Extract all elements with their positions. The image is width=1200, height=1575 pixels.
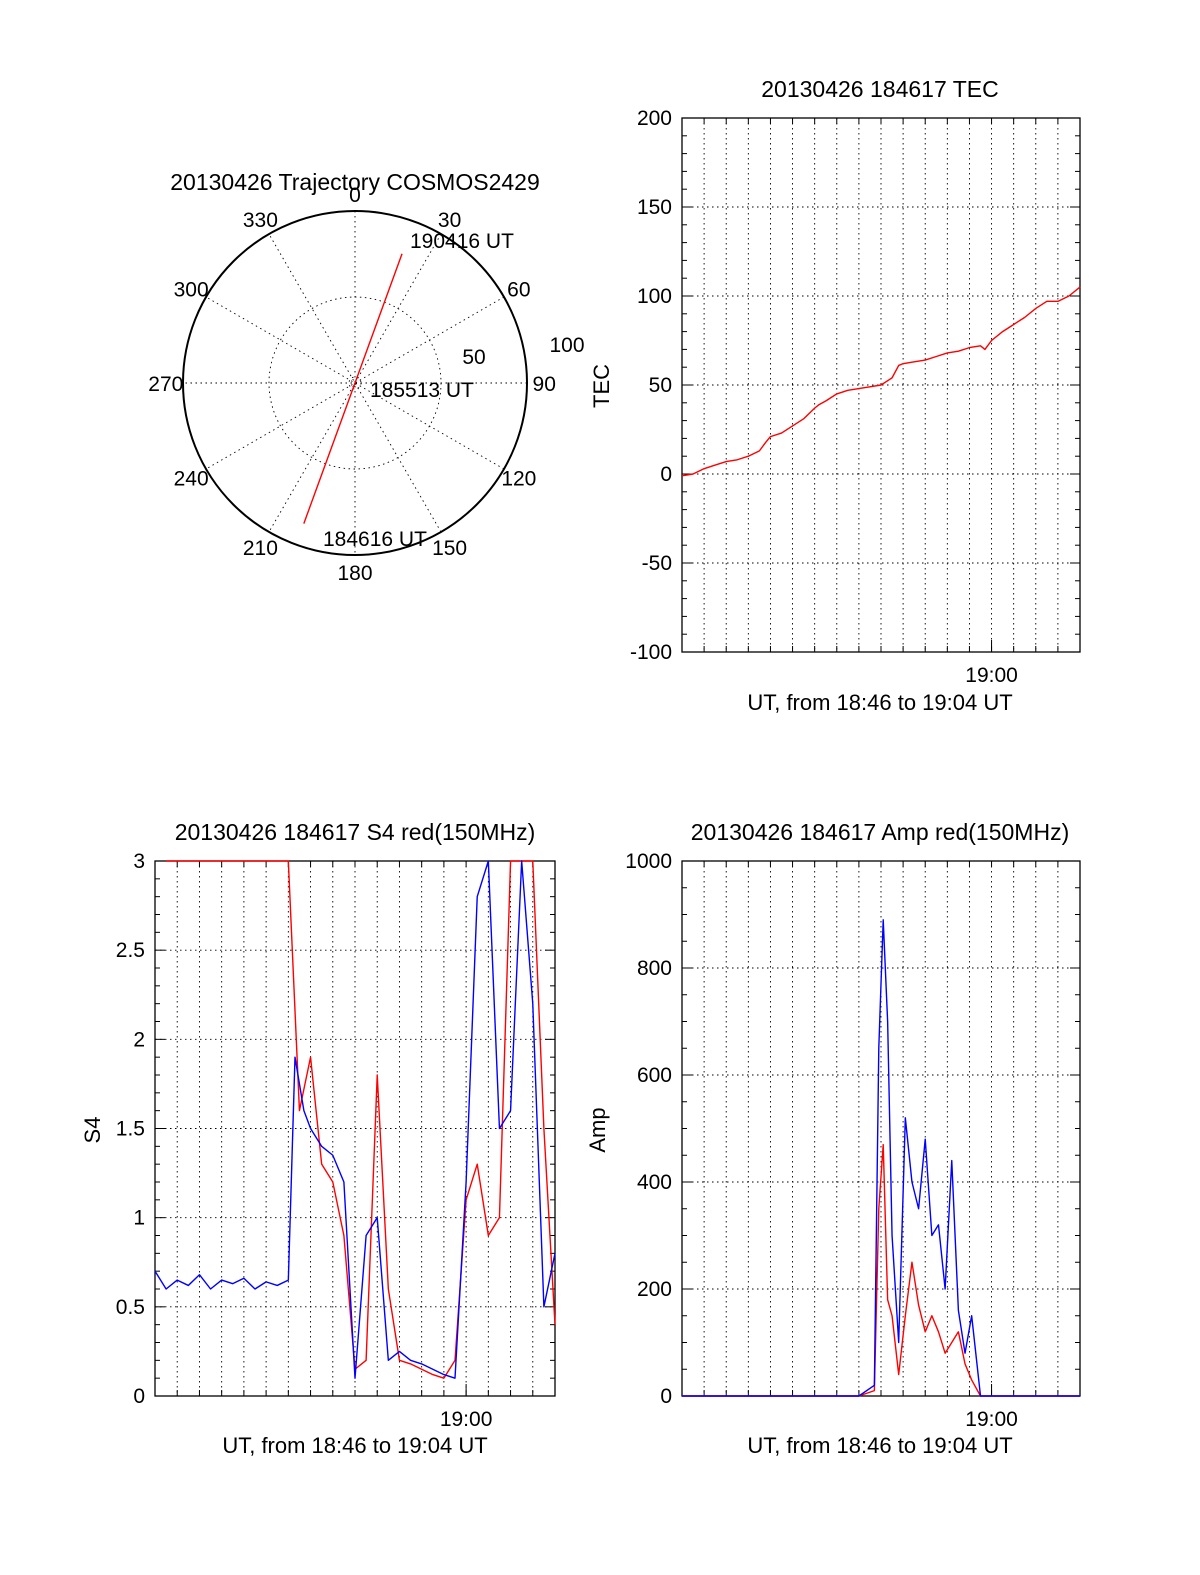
tec-title: 20130426 184617 TEC	[761, 76, 998, 102]
s4-chart: 20130426 184617 S4 red(150MHz) UT, from …	[80, 819, 556, 1458]
y-tick-label: 1000	[625, 850, 672, 873]
plot-frame	[681, 860, 1081, 1397]
azimuth-label: 150	[432, 537, 467, 560]
y-tick-label: 1	[133, 1207, 145, 1230]
polar-series	[303, 253, 403, 524]
amp-ylabel: Amp	[585, 1107, 610, 1152]
azimuth-label: 60	[507, 278, 530, 301]
x-tick-label: 19:00	[440, 1408, 493, 1431]
trajectory-line	[303, 253, 403, 524]
series-line-red	[682, 1143, 1080, 1397]
y-tick-label: 0.5	[116, 1296, 145, 1319]
amp-axes: 0 200 400 600 800 1000 19:00	[625, 850, 1081, 1431]
amp-xlabel: UT, from 18:46 to 19:04 UT	[747, 1433, 1012, 1458]
x-tick-label: 19:00	[965, 664, 1018, 687]
tec-chart: 20130426 184617 TEC UT, from 18:46 to 19…	[589, 76, 1081, 715]
plot-frame	[154, 860, 556, 1397]
azimuth-label: 330	[243, 209, 278, 232]
polar-outer-circle	[182, 210, 528, 556]
polar-annotations: 190416 UT 185513 UT 184616 UT	[323, 230, 514, 551]
amp-series	[682, 919, 1080, 1397]
series-line-red	[166, 860, 556, 1379]
amp-title: 20130426 184617 Amp red(150MHz)	[691, 819, 1069, 845]
azimuth-label: 180	[337, 562, 372, 585]
y-tick-label: 0	[133, 1385, 145, 1408]
radius-label: 50	[462, 346, 485, 369]
trajectory-annotation: 185513 UT	[370, 379, 474, 402]
trajectory-annotation: 184616 UT	[323, 528, 427, 551]
azimuth-label: 0	[349, 184, 361, 207]
s4-axes: 0 0.5 1 1.5 2 2.5 3 19:00	[116, 850, 556, 1431]
y-tick-label: 2	[133, 1028, 145, 1051]
y-tick-label: 0	[660, 463, 672, 486]
y-tick-label: 2.5	[116, 939, 145, 962]
tec-series	[681, 286, 1081, 477]
y-tick-label: -100	[630, 641, 672, 664]
trajectory-title: 20130426 Trajectory COSMOS2429	[170, 169, 539, 195]
azimuth-label: 300	[174, 278, 209, 301]
y-tick-label: -50	[642, 552, 672, 575]
y-tick-label: 0	[660, 1385, 672, 1408]
azimuth-label: 30	[438, 209, 461, 232]
s4-xlabel: UT, from 18:46 to 19:04 UT	[222, 1433, 487, 1458]
y-tick-label: 1.5	[116, 1118, 145, 1141]
azimuth-label: 120	[501, 468, 536, 491]
series-line-blue	[154, 860, 556, 1379]
azimuth-label: 90	[533, 373, 556, 396]
y-tick-label: 3	[133, 850, 145, 873]
y-tick-label: 100	[637, 285, 672, 308]
series-line-blue	[682, 919, 1080, 1397]
azimuth-label: 240	[174, 468, 209, 491]
series-line-red	[681, 286, 1081, 477]
s4-ylabel: S4	[80, 1117, 105, 1144]
amp-chart: 20130426 184617 Amp red(150MHz) UT, from…	[585, 819, 1081, 1458]
y-tick-label: 200	[637, 1278, 672, 1301]
y-tick-label: 400	[637, 1171, 672, 1194]
azimuth-label: 210	[243, 537, 278, 560]
radius-label: 100	[549, 334, 584, 357]
trajectory-annotation: 190416 UT	[410, 230, 514, 253]
y-tick-label: 50	[649, 374, 672, 397]
tec-axes: -100 -50 0 50 100 150 200 19:00	[630, 107, 1081, 687]
tec-xlabel: UT, from 18:46 to 19:04 UT	[747, 690, 1012, 715]
y-tick-label: 800	[637, 957, 672, 980]
tec-ylabel: TEC	[589, 364, 614, 408]
y-tick-label: 150	[637, 196, 672, 219]
azimuth-label: 270	[148, 373, 183, 396]
polar-grid	[183, 211, 527, 555]
plot-frame	[681, 117, 1081, 653]
x-tick-label: 19:00	[965, 1408, 1018, 1431]
y-tick-label: 200	[637, 107, 672, 130]
s4-series	[154, 860, 556, 1379]
y-tick-label: 600	[637, 1064, 672, 1087]
s4-title: 20130426 184617 S4 red(150MHz)	[175, 819, 536, 845]
polar-labels: 0 30 60 90 120 150 180 210 240 270 300 330 50 100	[148, 184, 584, 585]
trajectory-chart: 20130426 Trajectory COSMOS2429 0 30 60 90 12…	[148, 169, 584, 585]
